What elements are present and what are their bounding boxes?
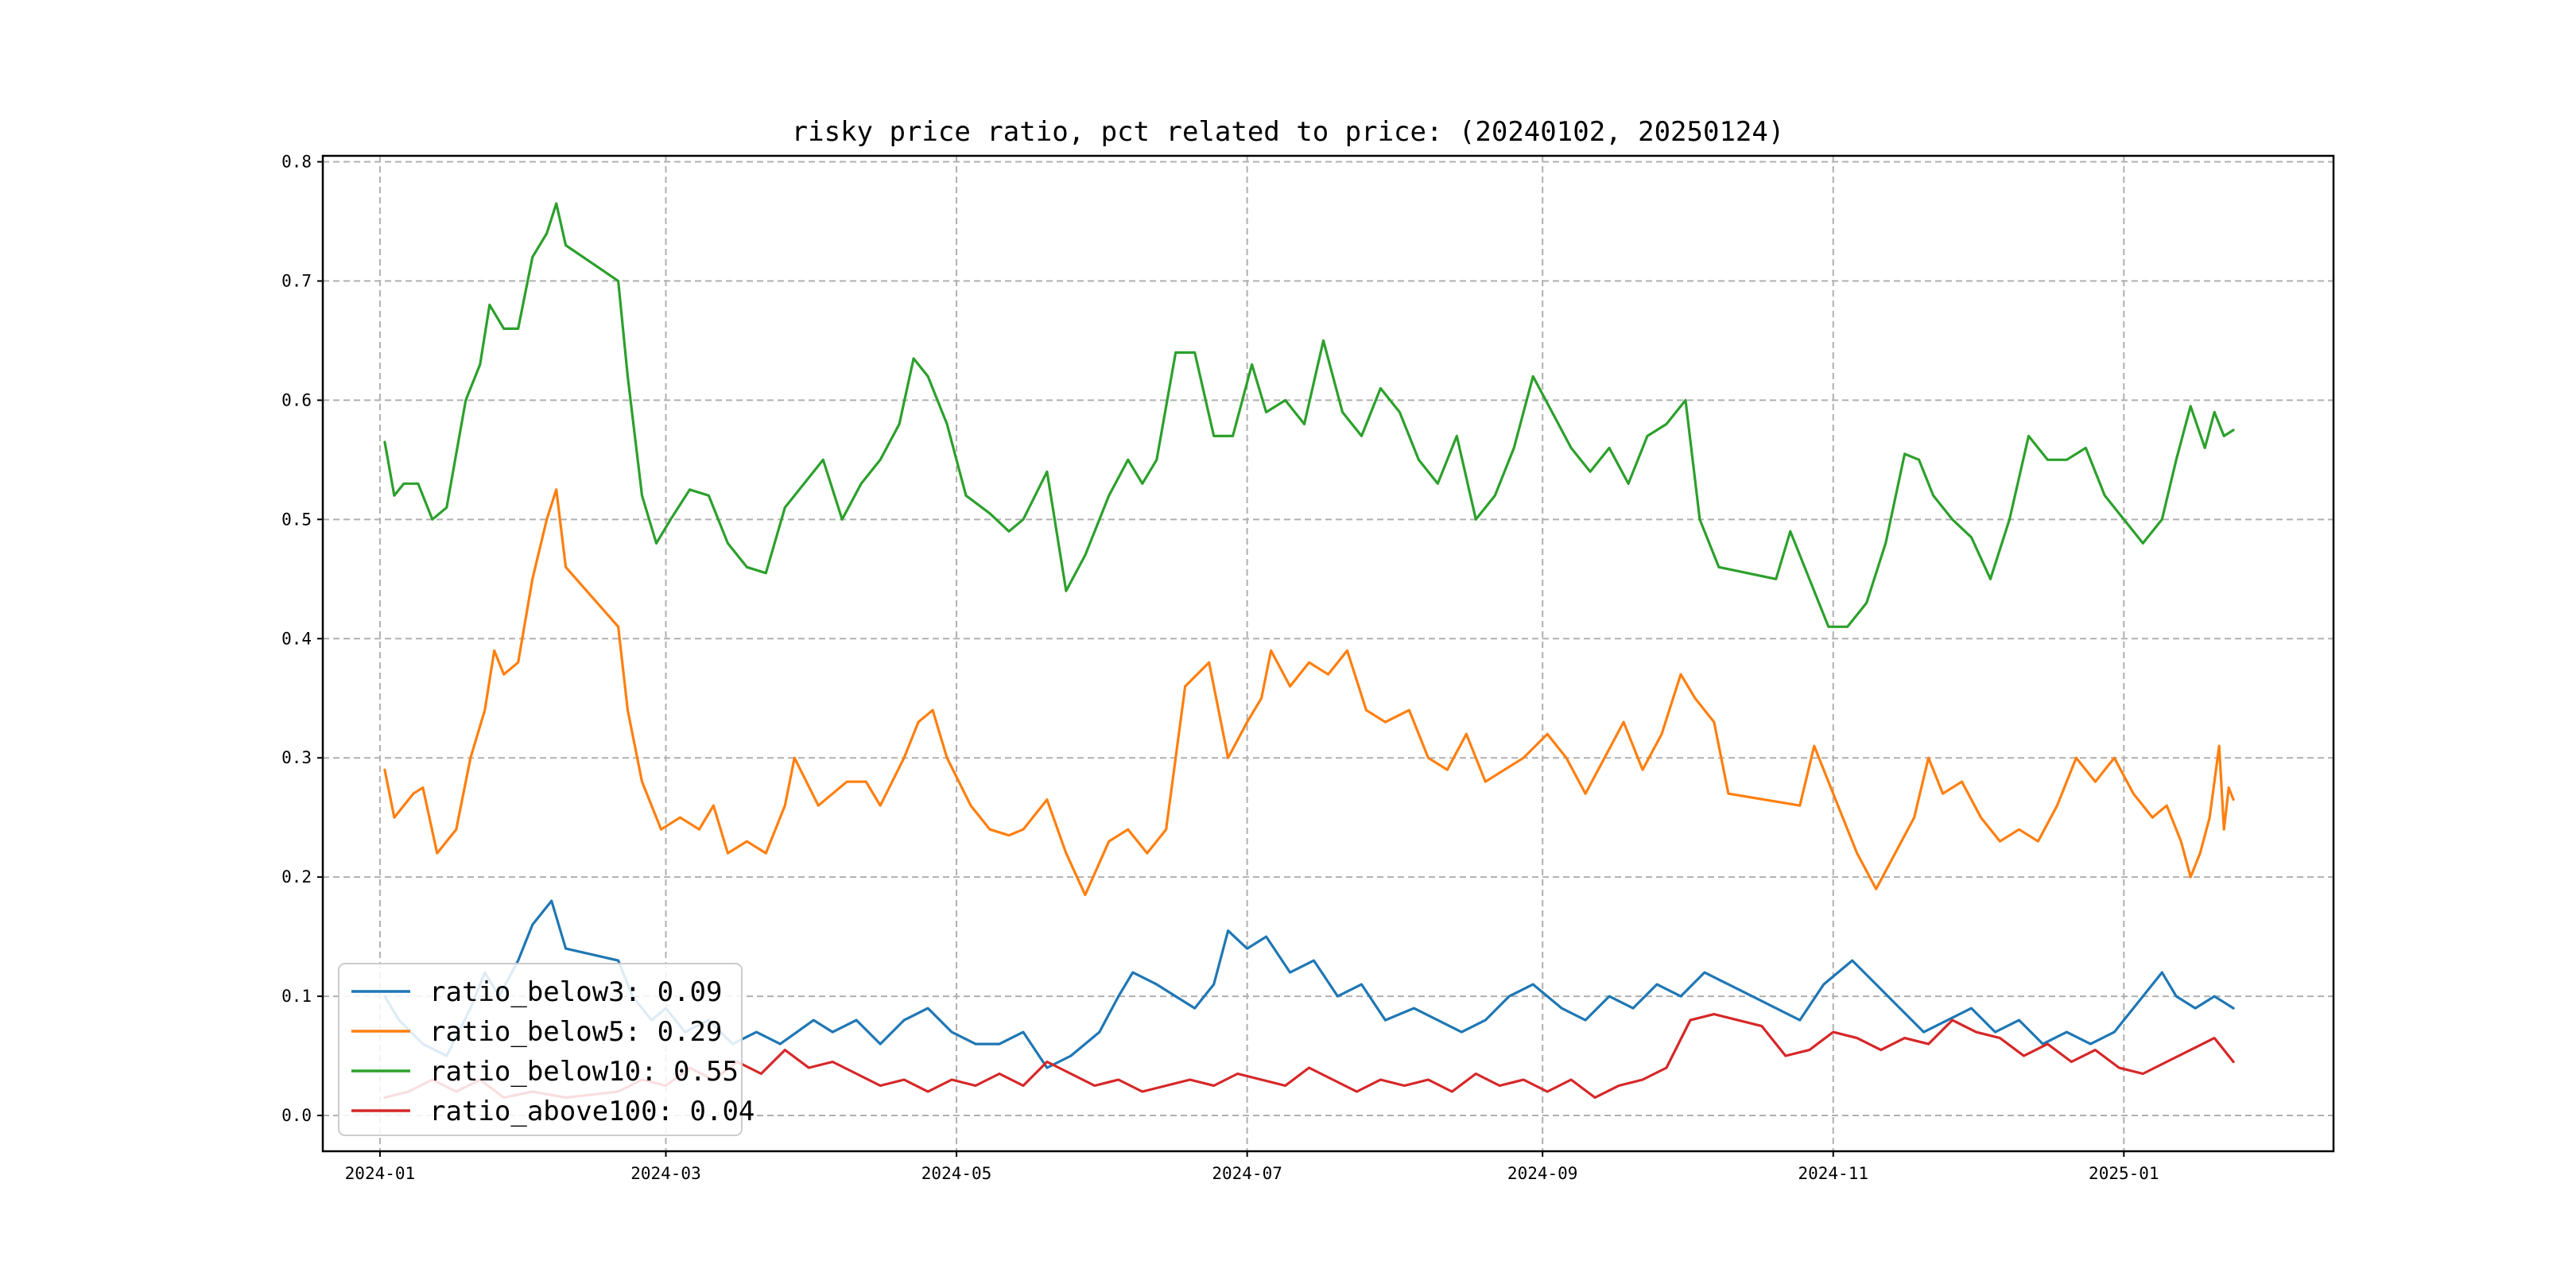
axis-ticks: 0.0 0.1 0.2 0.3 0.4 0.5 0.6 0.7 0.8 2024-01 2024-0… xyxy=(281,152,2159,1183)
legend-box xyxy=(338,963,743,1136)
x-tick-label: 2024-05 xyxy=(921,1164,992,1183)
y-tick-label: 0.8 xyxy=(281,152,312,171)
plot-frame xyxy=(321,154,2335,1153)
y-tick-label: 0.6 xyxy=(281,390,312,409)
x-tick-label: 2024-07 xyxy=(1212,1164,1282,1183)
y-tick-label: 0.5 xyxy=(281,510,312,529)
chart-title: risky price ratio, pct related to price:… xyxy=(792,116,1785,148)
y-tick-label: 0.7 xyxy=(281,271,312,290)
y-tick-label: 0.2 xyxy=(281,867,312,886)
legend-label: ratio_below5: 0.29 xyxy=(429,1016,722,1048)
series-line-2 xyxy=(383,488,2235,897)
x-tick-label: 2024-09 xyxy=(1507,1164,1578,1183)
y-tick-label: 0.3 xyxy=(281,748,312,767)
legend-label: ratio_below3: 0.09 xyxy=(429,976,722,1008)
legend-label: ratio_below10: 0.55 xyxy=(429,1056,739,1088)
x-tick-label: 2024-01 xyxy=(345,1164,416,1183)
series-line-3 xyxy=(383,202,2235,628)
x-tick-label: 2025-01 xyxy=(2089,1164,2159,1183)
x-tick-label: 2024-11 xyxy=(1798,1164,1868,1183)
y-tick-label: 0.0 xyxy=(281,1106,312,1125)
legend-label: ratio_above100: 0.04 xyxy=(429,1096,755,1127)
legend: ratio_below3: 0.09 ratio_below5: 0.29 rati… xyxy=(338,963,755,1136)
series-lines xyxy=(383,202,2235,1100)
x-tick-label: 2024-03 xyxy=(630,1164,701,1183)
y-tick-label: 0.1 xyxy=(281,987,312,1006)
y-tick-label: 0.4 xyxy=(281,629,312,648)
